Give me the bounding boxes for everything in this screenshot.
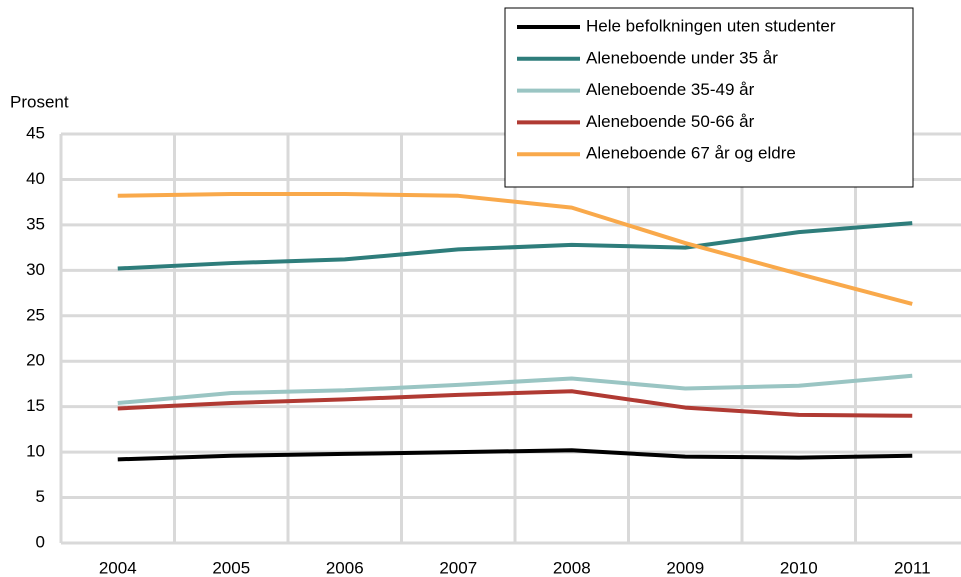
x-tick-label: 2009 — [666, 558, 704, 577]
legend-label: Aleneboende under 35 år — [586, 48, 778, 67]
y-tick-label: 25 — [26, 305, 45, 324]
line-series — [117, 221, 913, 271]
legend-box — [504, 7, 914, 188]
line-series — [117, 448, 913, 462]
y-tick-label: 40 — [26, 169, 45, 188]
x-tick-label: 2008 — [553, 558, 591, 577]
y-tick-label: 35 — [26, 214, 45, 233]
x-tick-label: 2011 — [894, 558, 931, 577]
legend-label: Aleneboende 35-49 år — [586, 80, 755, 99]
y-tick-label: 5 — [36, 487, 45, 506]
legend-label: Aleneboende 50-66 år — [586, 112, 755, 131]
line-series — [117, 191, 913, 306]
y-tick-label: 0 — [36, 532, 45, 551]
y-tick-label: 15 — [26, 396, 45, 415]
line-series — [117, 373, 913, 406]
x-tick-label: 2007 — [439, 558, 477, 577]
line-series — [117, 389, 913, 418]
y-axis-label: Prosent — [10, 92, 69, 111]
y-tick-label: 30 — [26, 260, 45, 279]
y-tick-label: 45 — [26, 123, 45, 142]
y-tick-label: 20 — [26, 351, 45, 370]
x-tick-label: 2010 — [780, 558, 818, 577]
y-tick-label: 10 — [26, 442, 45, 461]
x-tick-label: 2006 — [326, 558, 364, 577]
legend-label: Aleneboende 67 år og eldre — [586, 144, 796, 163]
x-tick-label: 2005 — [212, 558, 250, 577]
legend-label: Hele befolkningen uten studenter — [586, 16, 836, 35]
x-tick-label: 2004 — [99, 558, 137, 577]
